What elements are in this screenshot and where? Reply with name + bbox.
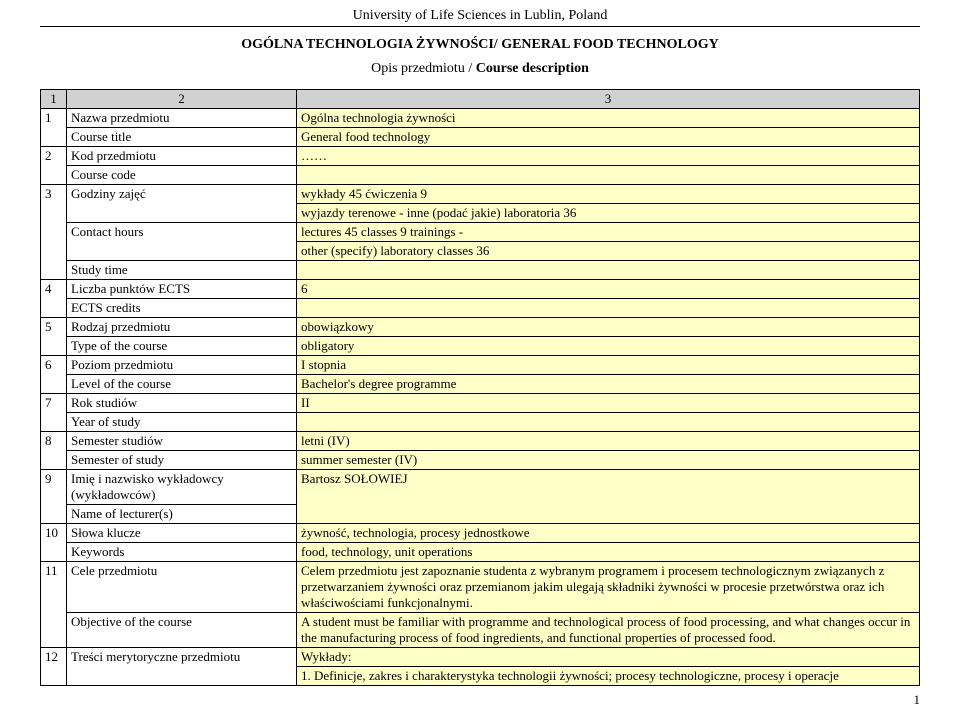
table-row: 10 Słowa klucze żywność, technologia, pr… <box>41 524 920 543</box>
table-row: 7 Rok studiów II <box>41 394 920 413</box>
row-value-pl: letni (IV) <box>297 432 920 451</box>
row-label-en: Level of the course <box>67 375 297 394</box>
table-row: 3 Godziny zajęć wykłady 45 ćwiczenia 9 <box>41 185 920 204</box>
row-label-en: Course code <box>67 166 297 185</box>
row-label-en: Course title <box>67 128 297 147</box>
table-row: 9 Imię i nazwisko wykładowcy (wykładowcó… <box>41 470 920 505</box>
row-value-pl2: wyjazdy terenowe - inne (podać jakie) la… <box>297 204 920 223</box>
row-value-en: food, technology, unit operations <box>297 543 920 562</box>
table-header-row: 1 2 3 <box>41 90 920 109</box>
row-label-pl: Godziny zajęć <box>67 185 297 223</box>
row-value-pl: żywność, technologia, procesy jednostkow… <box>297 524 920 543</box>
table-row: 2 Kod przedmiotu …… <box>41 147 920 166</box>
row-label-pl: Liczba punktów ECTS <box>67 280 297 299</box>
row-label-pl: Słowa klucze <box>67 524 297 543</box>
row-label-en2: Study time <box>67 261 297 280</box>
row-value-en: General food technology <box>297 128 920 147</box>
row-number: 4 <box>41 280 67 318</box>
row-value-en <box>297 299 920 318</box>
row-label-en: Objective of the course <box>67 613 297 648</box>
row-label-pl: Nazwa przedmiotu <box>67 109 297 128</box>
row-value-en: lectures 45 classes 9 trainings - <box>297 223 920 242</box>
row-value-pl: Bartosz SOŁOWIEJ <box>297 470 920 524</box>
subtitle: Opis przedmiotu / Course description <box>40 61 920 77</box>
row-label-en: Keywords <box>67 543 297 562</box>
row-number: 12 <box>41 648 67 686</box>
row-value-pl: obowiązkowy <box>297 318 920 337</box>
row-value-pl: …… <box>297 147 920 166</box>
row-value-en: summer semester (IV) <box>297 451 920 470</box>
table-row: Objective of the course A student must b… <box>41 613 920 648</box>
table-row: 1 Nazwa przedmiotu Ogólna technologia ży… <box>41 109 920 128</box>
row-number: 2 <box>41 147 67 185</box>
row-label-en: ECTS credits <box>67 299 297 318</box>
table-row: Study time <box>41 261 920 280</box>
row-label-en: Contact hours <box>67 223 297 261</box>
row-number: 9 <box>41 470 67 524</box>
row-number: 7 <box>41 394 67 432</box>
subtitle-pl: Opis przedmiotu / <box>371 61 476 76</box>
table-row: Level of the course Bachelor's degree pr… <box>41 375 920 394</box>
row-value-en: A student must be familiar with programm… <box>297 613 920 648</box>
row-number: 8 <box>41 432 67 470</box>
page-number: 1 <box>40 692 920 708</box>
row-value-en3 <box>297 261 920 280</box>
page-container: University of Life Sciences in Lublin, P… <box>0 0 960 724</box>
table-row: Year of study <box>41 413 920 432</box>
table-row: Type of the course obligatory <box>41 337 920 356</box>
row-value-en <box>297 413 920 432</box>
row-value-pl: wykłady 45 ćwiczenia 9 <box>297 185 920 204</box>
col-head-3: 3 <box>297 90 920 109</box>
row-value-en: obligatory <box>297 337 920 356</box>
table-row: 11 Cele przedmiotu Celem przedmiotu jest… <box>41 562 920 613</box>
row-label-pl: Cele przedmiotu <box>67 562 297 613</box>
table-row: ECTS credits <box>41 299 920 318</box>
row-value-pl: II <box>297 394 920 413</box>
university-name: University of Life Sciences in Lublin, P… <box>40 8 920 27</box>
table-row: 12 Treści merytoryczne przedmiotu Wykład… <box>41 648 920 667</box>
table-row: Keywords food, technology, unit operatio… <box>41 543 920 562</box>
course-heading-pl: OGÓLNA TECHNOLOGIA ŻYWNOŚCI/ <box>241 37 497 52</box>
row-number: 11 <box>41 562 67 648</box>
row-value-pl: I stopnia <box>297 356 920 375</box>
row-label-pl: Poziom przedmiotu <box>67 356 297 375</box>
course-table: 1 2 3 1 Nazwa przedmiotu Ogólna technolo… <box>40 89 920 686</box>
row-value-en2: other (specify) laboratory classes 36 <box>297 242 920 261</box>
table-row: 6 Poziom przedmiotu I stopnia <box>41 356 920 375</box>
row-number: 1 <box>41 109 67 147</box>
table-row: Course code <box>41 166 920 185</box>
col-head-2: 2 <box>67 90 297 109</box>
course-heading: OGÓLNA TECHNOLOGIA ŻYWNOŚCI/ GENERAL FOO… <box>40 37 920 53</box>
row-label-en: Year of study <box>67 413 297 432</box>
row-label-pl: Rok studiów <box>67 394 297 413</box>
row-number: 10 <box>41 524 67 562</box>
row-value-pl: Ogólna technologia żywności <box>297 109 920 128</box>
row-label-pl: Semester studiów <box>67 432 297 451</box>
row-label-pl: Rodzaj przedmiotu <box>67 318 297 337</box>
course-heading-en: GENERAL FOOD TECHNOLOGY <box>501 37 719 52</box>
col-head-1: 1 <box>41 90 67 109</box>
table-row: Course title General food technology <box>41 128 920 147</box>
row-number: 5 <box>41 318 67 356</box>
row-label-en: Type of the course <box>67 337 297 356</box>
table-row: Semester of study summer semester (IV) <box>41 451 920 470</box>
row-label-pl: Imię i nazwisko wykładowcy (wykładowców) <box>67 470 297 505</box>
row-value-pl: Celem przedmiotu jest zapoznanie student… <box>297 562 920 613</box>
row-label-pl: Kod przedmiotu <box>67 147 297 166</box>
row-label-en: Semester of study <box>67 451 297 470</box>
table-row: 8 Semester studiów letni (IV) <box>41 432 920 451</box>
row-value-pl: Wykłady: <box>297 648 920 667</box>
row-value-en: Bachelor's degree programme <box>297 375 920 394</box>
row-number: 3 <box>41 185 67 280</box>
row-value-pl: 6 <box>297 280 920 299</box>
table-row: 5 Rodzaj przedmiotu obowiązkowy <box>41 318 920 337</box>
row-label-pl: Treści merytoryczne przedmiotu <box>67 648 297 686</box>
subtitle-en: Course description <box>476 61 589 76</box>
table-row: Contact hours lectures 45 classes 9 trai… <box>41 223 920 242</box>
row-number: 6 <box>41 356 67 394</box>
row-value-en <box>297 166 920 185</box>
table-row: 4 Liczba punktów ECTS 6 <box>41 280 920 299</box>
row-label-en: Name of lecturer(s) <box>67 505 297 524</box>
row-value-pl2: 1. Definicje, zakres i charakterystyka t… <box>297 667 920 686</box>
